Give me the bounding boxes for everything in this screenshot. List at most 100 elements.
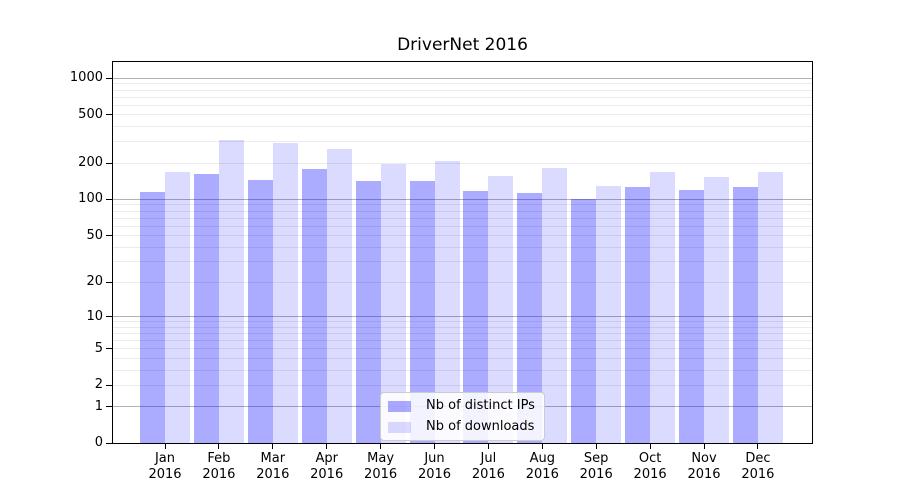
y-tick-mark-1000: [106, 77, 113, 79]
minor-gridline-200: [113, 162, 812, 164]
y-tick-mark-0: [106, 442, 113, 444]
bar-ips-mar: [247, 180, 273, 443]
x-tick-month: Aug: [529, 451, 555, 466]
bar-ips-nov: [679, 189, 704, 443]
major-gridline-100: [113, 198, 812, 200]
y-tick-mark-5: [106, 348, 113, 350]
chart-title: DriverNet 2016: [397, 35, 528, 55]
minor-gridline-300: [113, 141, 812, 143]
y-tick-mark-50: [106, 235, 113, 236]
minor-gridline-3: [113, 369, 812, 371]
plot-area: Nb of distinct IPs Nb of downloads: [112, 61, 813, 444]
legend-swatch-0: [388, 400, 411, 412]
y-tick-mark-10: [106, 316, 113, 318]
y-tick-mark-200: [106, 162, 113, 164]
x-tick-mark-jan: [164, 444, 166, 449]
y-tick-label-10: 10: [86, 308, 103, 324]
x-tick-mark-feb: [218, 444, 220, 449]
minor-gridline-5: [113, 348, 812, 350]
bar-downloads-jan: [165, 172, 190, 443]
bar-ips-sep: [571, 198, 597, 443]
bar-downloads-oct: [650, 172, 676, 443]
x-tick-label-apr: Apr 2016: [297, 451, 357, 483]
minor-gridline-400: [113, 126, 812, 128]
x-tick-year: 2016: [202, 467, 236, 482]
x-tick-month: Dec: [745, 451, 771, 466]
y-tick-mark-500: [106, 114, 113, 116]
bar-ips-oct: [625, 186, 651, 443]
x-tick-year: 2016: [256, 467, 290, 482]
legend: Nb of distinct IPs Nb of downloads: [380, 392, 545, 441]
x-tick-month: Mar: [260, 451, 286, 466]
bar-downloads-apr: [326, 149, 352, 443]
x-tick-mark-mar: [272, 444, 274, 449]
x-tick-year: 2016: [741, 467, 775, 482]
x-tick-mark-dec: [757, 444, 759, 449]
minor-gridline-800: [113, 89, 812, 91]
y-tick-mark-2: [106, 384, 113, 386]
y-tick-label-0: 0: [94, 435, 103, 451]
minor-gridline-2: [113, 384, 812, 386]
bar-downloads-mar: [272, 143, 298, 443]
x-tick-mark-aug: [541, 444, 543, 449]
x-tick-year: 2016: [633, 467, 667, 482]
bar-ips-apr: [301, 168, 327, 443]
minor-gridline-50: [113, 235, 812, 236]
legend-row-1: Nb of downloads: [388, 419, 535, 435]
x-tick-month: Sep: [583, 451, 609, 466]
minor-gridline-70: [113, 217, 812, 219]
y-tick-label-2: 2: [94, 377, 103, 393]
x-tick-month: Feb: [207, 451, 231, 466]
minor-gridline-600: [113, 104, 812, 106]
minor-gridline-8: [113, 326, 812, 328]
minor-gridline-4: [113, 357, 812, 359]
x-tick-label-dec: Dec 2016: [728, 451, 788, 483]
y-tick-mark-1: [106, 406, 113, 408]
x-tick-mark-nov: [703, 444, 705, 449]
x-tick-mark-may: [380, 444, 382, 449]
major-gridline-10: [113, 316, 812, 318]
bar-downloads-aug: [542, 168, 568, 443]
x-tick-year: 2016: [310, 467, 344, 482]
x-tick-label-jun: Jun 2016: [405, 451, 465, 483]
legend-label-0: Nb of distinct IPs: [426, 398, 535, 413]
x-tick-month: Jan: [154, 451, 176, 466]
minor-gridline-7: [113, 332, 812, 334]
x-tick-month: May: [367, 451, 395, 466]
bar-ips-may: [355, 181, 381, 443]
bar-downloads-sep: [596, 185, 622, 443]
bar-downloads-nov: [704, 176, 729, 443]
x-tick-year: 2016: [364, 467, 398, 482]
y-tick-mark-100: [106, 198, 113, 200]
x-tick-year: 2016: [579, 467, 613, 482]
x-tick-label-oct: Oct 2016: [620, 451, 680, 483]
bar-ips-dec: [732, 186, 758, 443]
y-tick-mark-20: [106, 281, 113, 283]
bar-downloads-feb: [218, 140, 244, 443]
y-tick-label-500: 500: [78, 106, 103, 122]
x-tick-mark-oct: [649, 444, 651, 449]
legend-swatch-1: [388, 421, 411, 433]
y-tick-label-200: 200: [78, 155, 103, 171]
minor-gridline-30: [113, 261, 812, 263]
y-tick-label-100: 100: [78, 191, 103, 207]
x-tick-mark-jun: [434, 444, 435, 449]
x-tick-year: 2016: [525, 467, 559, 482]
x-tick-label-sep: Sep 2016: [566, 451, 626, 483]
y-tick-label-50: 50: [86, 227, 103, 243]
x-tick-month: Oct: [638, 451, 662, 466]
x-tick-year: 2016: [148, 467, 182, 482]
minor-gridline-40: [113, 246, 812, 248]
minor-gridline-90: [113, 204, 812, 206]
bar-downloads-dec: [757, 171, 783, 443]
x-tick-year: 2016: [471, 467, 505, 482]
x-tick-label-jul: Jul 2016: [458, 451, 518, 483]
x-tick-month: Jul: [480, 451, 497, 466]
bar-ips-feb: [193, 173, 219, 443]
y-tick-label-20: 20: [86, 274, 103, 290]
x-tick-label-jan: Jan 2016: [135, 451, 195, 483]
minor-gridline-900: [113, 83, 812, 85]
x-tick-year: 2016: [417, 467, 452, 482]
minor-gridline-60: [113, 225, 812, 227]
